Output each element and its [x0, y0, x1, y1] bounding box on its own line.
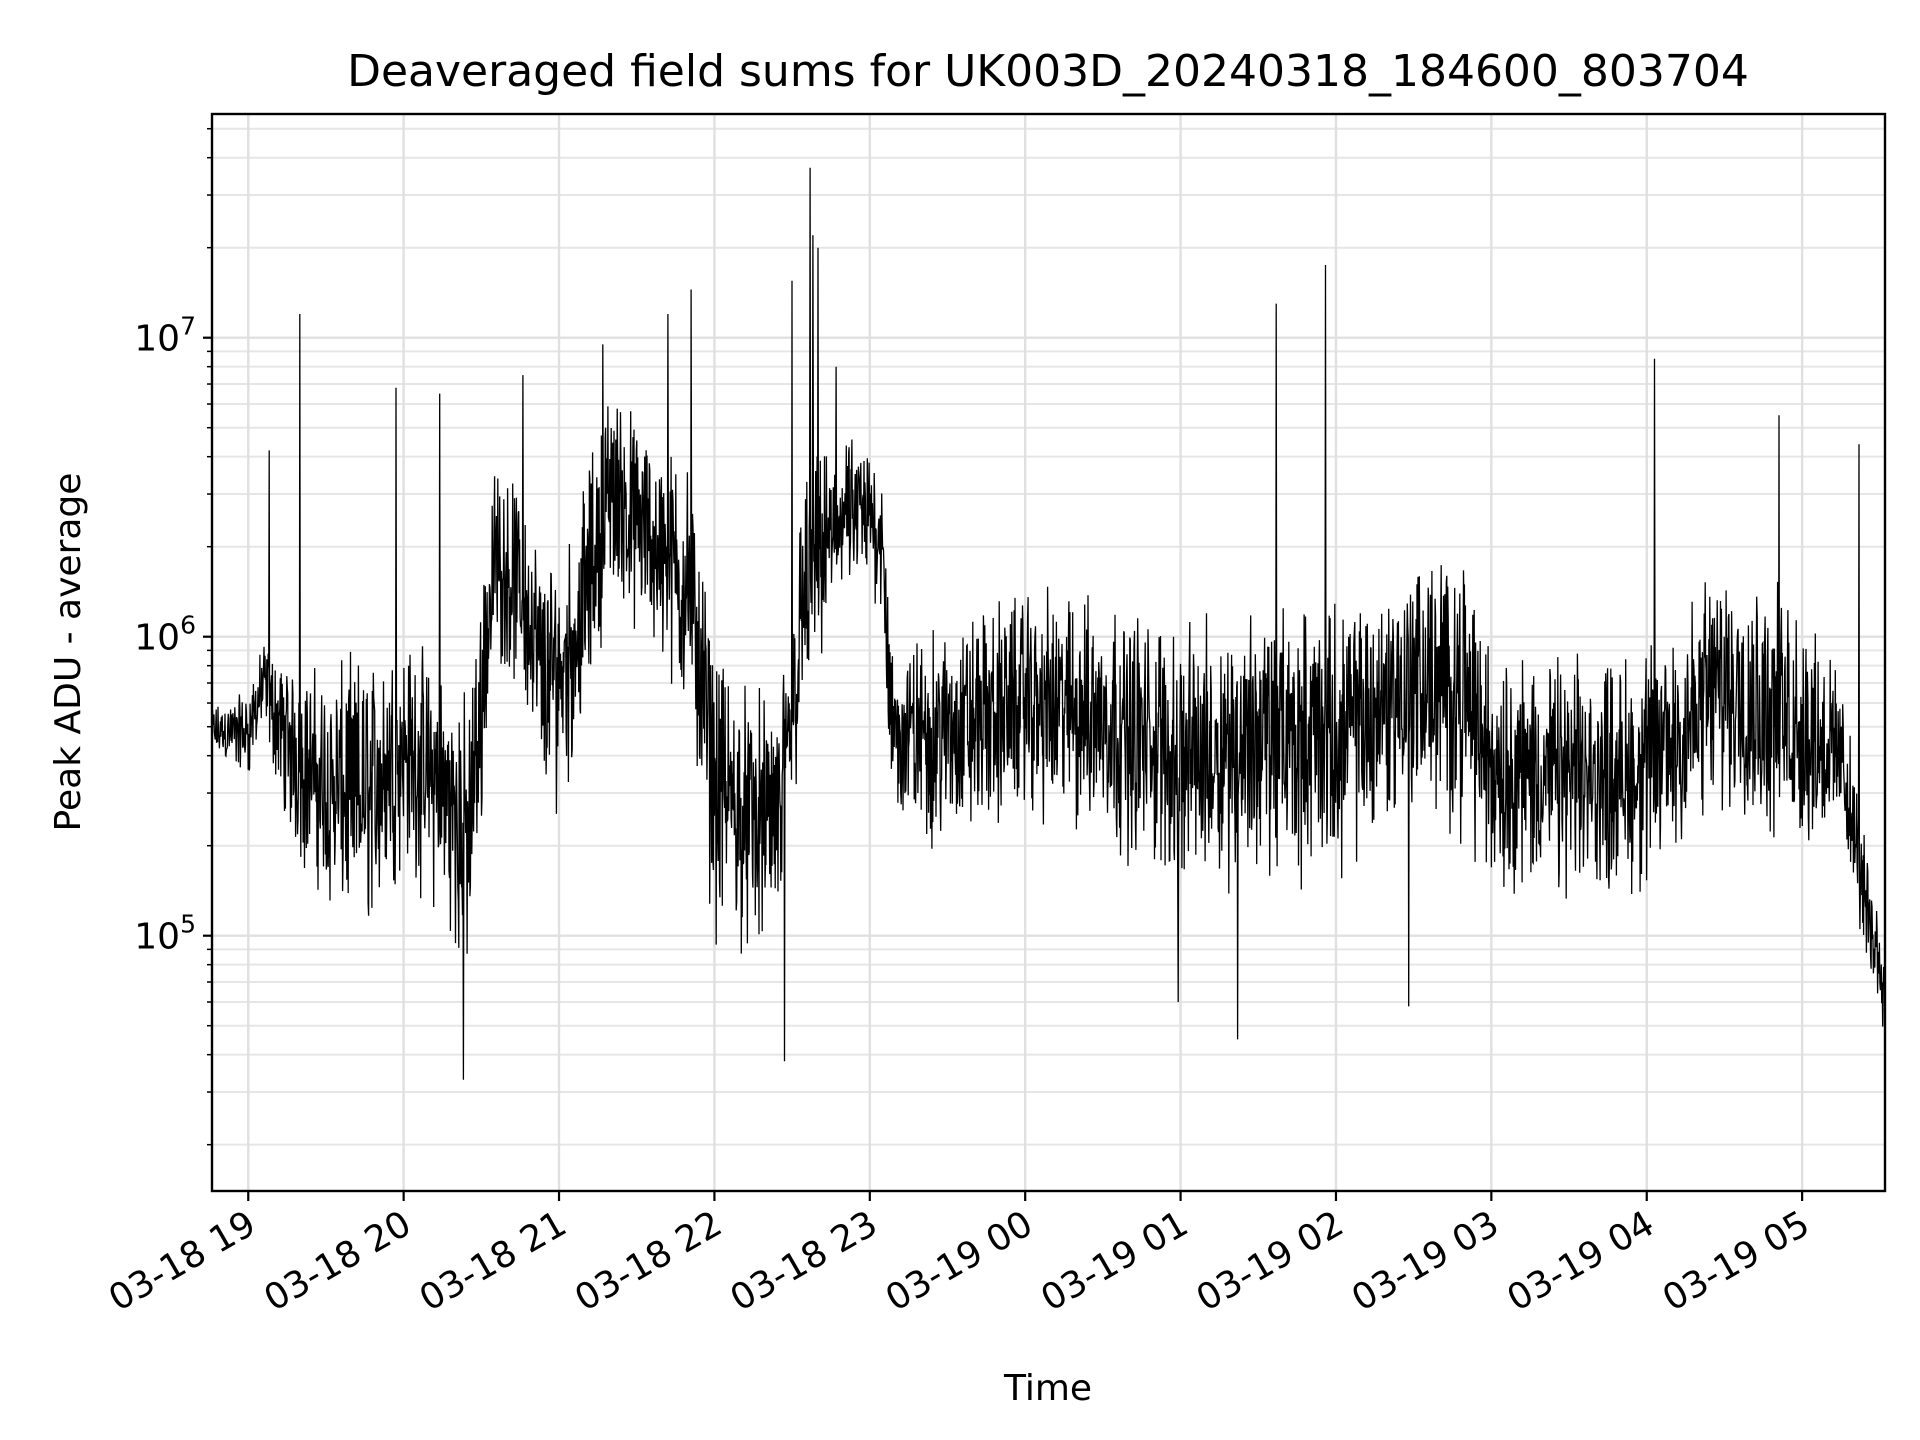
y-tick-label: 106: [134, 611, 196, 659]
y-axis: 105 106 107: [134, 127, 212, 1146]
x-tick-label: 03-18 19: [102, 1203, 263, 1319]
y-tick-label: 105: [134, 910, 196, 958]
chart-title: Deaveraged field sums for UK003D_2024031…: [347, 46, 1749, 97]
x-tick-label: 03-19 04: [1501, 1203, 1662, 1319]
x-axis-label: Time: [1003, 1368, 1092, 1409]
x-tick-label: 03-18 23: [724, 1203, 885, 1319]
series-line: [211, 167, 1886, 1080]
x-tick-label: 03-18 21: [413, 1203, 574, 1319]
x-tick-label: 03-19 02: [1190, 1203, 1351, 1319]
x-tick-label: 03-19 01: [1034, 1203, 1195, 1319]
plot-frame: [210, 112, 1887, 1193]
y-tick-label: 107: [134, 312, 196, 360]
x-tick-label: 03-19 00: [879, 1203, 1040, 1319]
x-tick-label: 03-19 05: [1656, 1203, 1817, 1319]
series-layer: [211, 167, 1886, 1080]
x-tick-label: 03-18 22: [568, 1203, 729, 1319]
x-tick-label: 03-18 20: [257, 1203, 418, 1319]
x-tick-label: 03-19 03: [1345, 1203, 1506, 1319]
y-axis-label: Peak ADU - average: [48, 473, 89, 832]
